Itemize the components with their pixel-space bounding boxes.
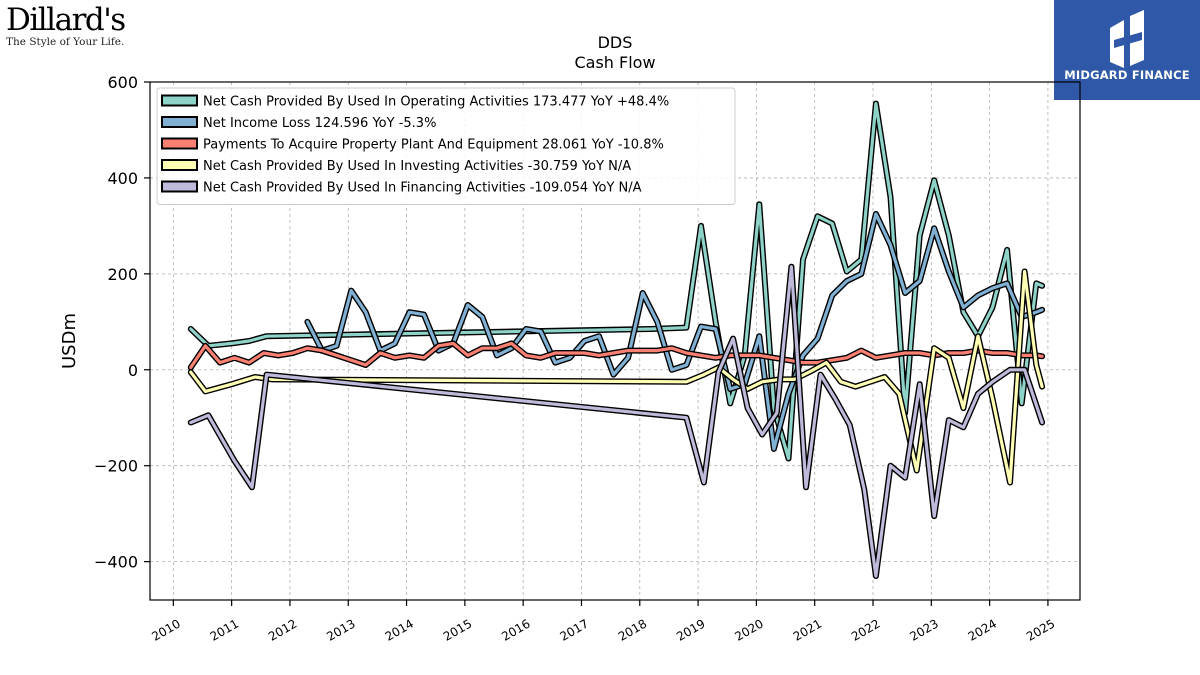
- legend: Net Cash Provided By Used In Operating A…: [156, 87, 736, 205]
- midgard-emblem-icon: [1110, 10, 1144, 68]
- y-tick-label: −400: [94, 553, 138, 572]
- x-tick-label: 2017: [558, 616, 591, 643]
- y-tick-label: 600: [107, 73, 138, 92]
- x-tick-label: 2012: [266, 616, 299, 643]
- legend-entry: Net Cash Provided By Used In Investing A…: [203, 159, 631, 174]
- series-1-line: [304, 210, 1046, 452]
- x-tick-label: 2024: [966, 616, 999, 643]
- y-tick-label: −200: [94, 457, 138, 476]
- x-tick-label: 2022: [849, 616, 882, 643]
- legend-swatch: [161, 116, 198, 128]
- legend-entry: Net Income Loss 124.596 YoY -5.3%: [203, 116, 436, 131]
- legend-box: [156, 87, 736, 205]
- series-line: [305, 212, 1044, 451]
- x-tick-label: 2025: [1024, 616, 1057, 643]
- legend-swatch: [161, 159, 198, 171]
- legend-entry: Payments To Acquire Property Plant And E…: [203, 138, 664, 153]
- x-tick-label: 2014: [383, 616, 416, 643]
- x-tick-label: 2015: [441, 616, 474, 643]
- x-tick-label: 2013: [324, 616, 357, 643]
- series-line: [189, 341, 1044, 369]
- y-tick-label: 0: [128, 361, 138, 380]
- chart-title: DDS: [598, 33, 633, 52]
- plot-frame: [149, 81, 1081, 601]
- x-tick-label: 2020: [732, 616, 765, 643]
- chart-subtitle: Cash Flow: [574, 53, 655, 72]
- legend-swatch: [161, 137, 198, 150]
- series-lines: [187, 100, 1046, 579]
- x-tick-label: 2023: [907, 616, 940, 643]
- series-4-line: [187, 263, 1046, 579]
- series-2-line: [187, 340, 1046, 371]
- legend-swatch: [161, 180, 198, 193]
- midgard-finance-logo: MIDGARD FINANCE: [1054, 0, 1200, 100]
- series-line: [189, 265, 1044, 578]
- legend-entry: Net Cash Provided By Used In Financing A…: [203, 181, 642, 196]
- logo-brand: MIDGARD FINANCE: [1064, 68, 1190, 82]
- logo-tagline: The Style of Your Life.: [6, 36, 125, 48]
- legend-swatch: [161, 94, 198, 107]
- x-tick-label: 2016: [499, 616, 532, 643]
- legend-entry: Net Cash Provided By Used In Operating A…: [203, 95, 669, 110]
- series-3-line: [187, 268, 1046, 486]
- x-tick-label: 2021: [791, 616, 824, 643]
- y-tick-label: 400: [107, 169, 138, 188]
- x-tick-label: 2010: [149, 616, 182, 643]
- series-line-outline: [187, 340, 1046, 371]
- y-axis-label: USDm: [59, 313, 80, 369]
- series-line: [189, 269, 1044, 485]
- x-tick-label: 2018: [616, 616, 649, 643]
- x-tick-label: 2019: [674, 616, 707, 643]
- logo-name: Dillard's: [6, 2, 126, 38]
- y-tick-label: 200: [107, 265, 138, 284]
- dillards-logo: Dillard's The Style of Your Life.: [6, 4, 136, 54]
- x-tick-label: 2011: [208, 616, 241, 643]
